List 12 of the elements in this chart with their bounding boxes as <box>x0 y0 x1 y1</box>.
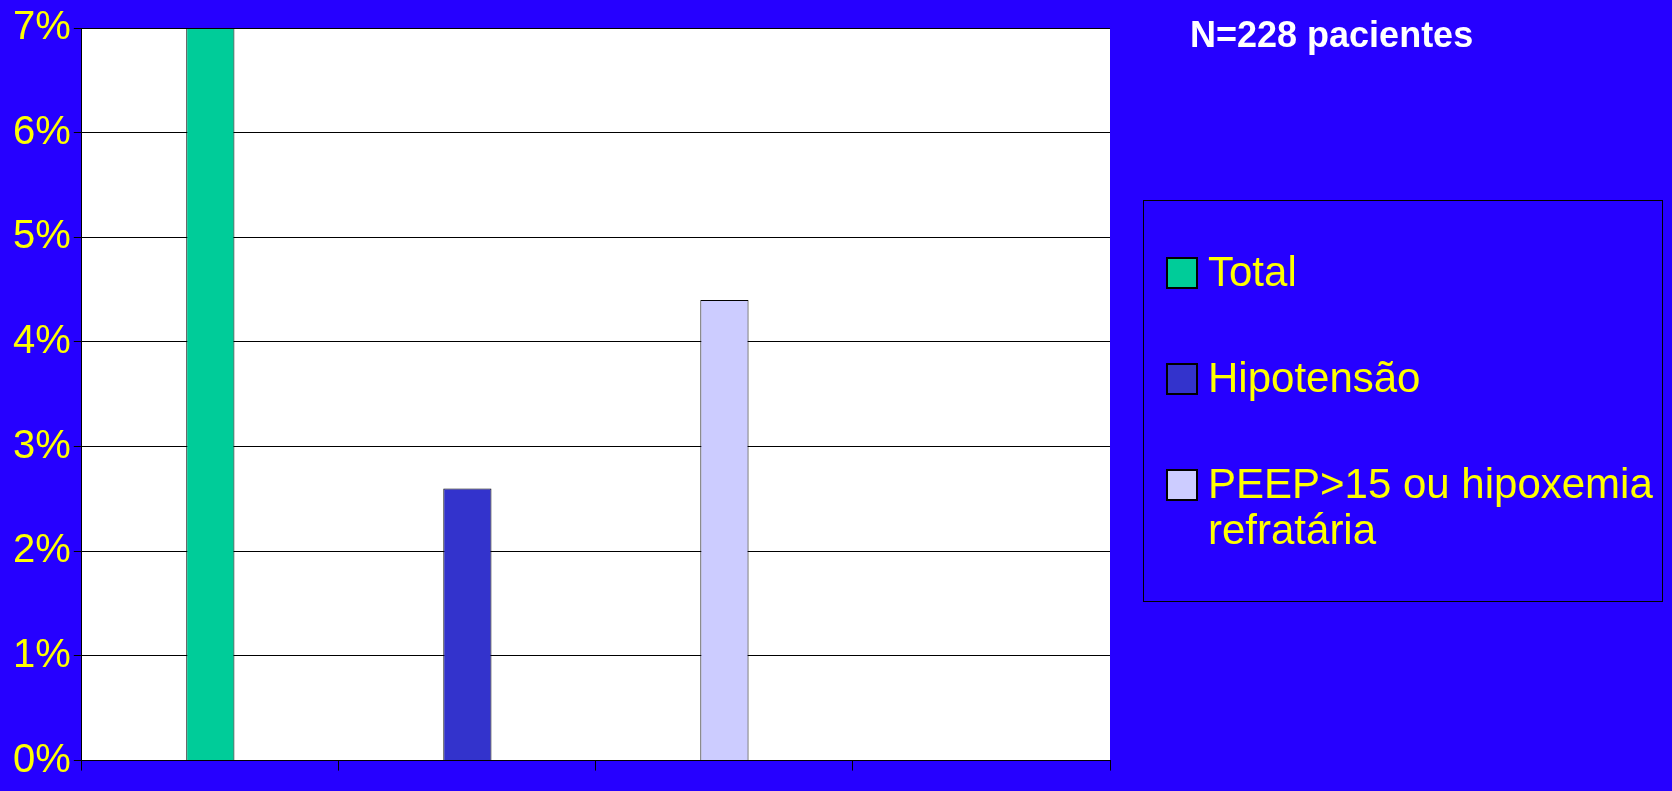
text: N=228 pacientes <box>1190 14 1474 56</box>
y-tick-label: 1% <box>13 630 71 675</box>
y-tick-label: 0% <box>13 735 71 780</box>
y-tick-label: 7% <box>13 3 71 48</box>
y-tick-label: 3% <box>13 421 71 466</box>
legend-label: Total <box>1208 248 1297 295</box>
y-tick-label: 4% <box>13 317 71 361</box>
y-tick-label: 6% <box>13 107 71 152</box>
y-tick-label: 2% <box>13 526 71 571</box>
y-tick-label: 5% <box>13 212 71 257</box>
legend-label: PEEP>15 ou hipoxemia refratária <box>1208 460 1654 553</box>
legend-label: Hipotensão <box>1208 354 1421 401</box>
